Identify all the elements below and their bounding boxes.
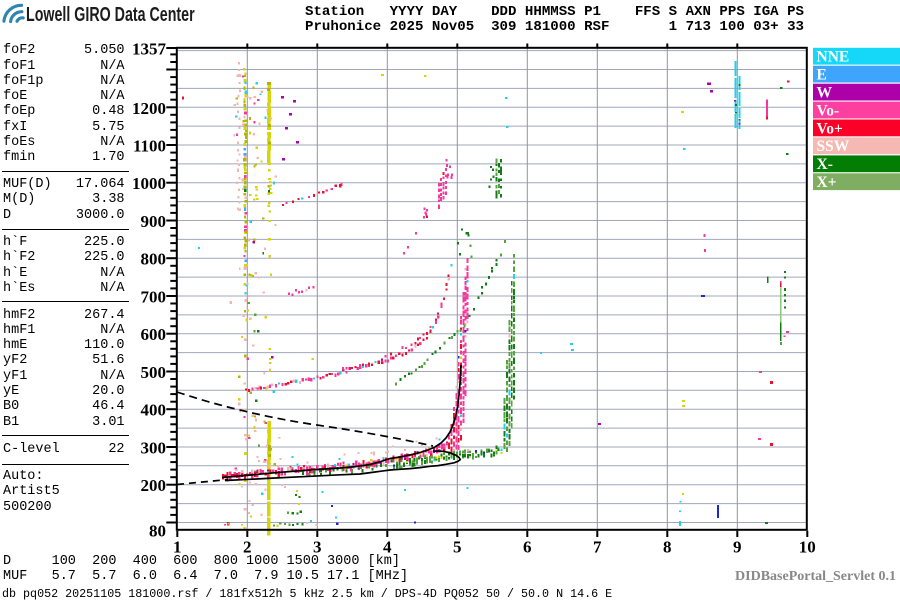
svg-text:1357: 1357 <box>132 40 167 59</box>
svg-text:1000: 1000 <box>132 174 166 193</box>
svg-text:800: 800 <box>141 250 167 269</box>
svg-text:600: 600 <box>141 325 167 344</box>
svg-text:200: 200 <box>141 476 167 495</box>
svg-text:E: E <box>817 67 827 84</box>
svg-text:500: 500 <box>141 363 167 382</box>
svg-text:7: 7 <box>593 538 602 557</box>
svg-text:1100: 1100 <box>133 137 166 156</box>
svg-text:Vo+: Vo+ <box>817 120 844 137</box>
svg-text:SSW: SSW <box>817 138 850 155</box>
svg-text:4: 4 <box>383 538 392 557</box>
svg-text:6: 6 <box>523 538 532 557</box>
svg-text:3: 3 <box>313 538 322 557</box>
svg-text:2: 2 <box>243 538 252 557</box>
svg-text:W: W <box>817 85 833 102</box>
svg-text:X+: X+ <box>817 174 837 191</box>
svg-text:9: 9 <box>733 538 742 557</box>
svg-text:NNE: NNE <box>817 49 850 66</box>
svg-text:300: 300 <box>141 439 167 458</box>
svg-text:8: 8 <box>663 538 672 557</box>
svg-text:80: 80 <box>149 522 166 541</box>
svg-text:X-: X- <box>817 156 833 173</box>
svg-text:700: 700 <box>141 288 167 307</box>
svg-text:Vo-: Vo- <box>817 102 840 119</box>
svg-text:1200: 1200 <box>132 99 166 118</box>
svg-text:900: 900 <box>141 212 167 231</box>
svg-text:1: 1 <box>173 538 182 557</box>
svg-text:10: 10 <box>799 538 816 557</box>
svg-text:400: 400 <box>141 401 167 420</box>
svg-text:5: 5 <box>453 538 462 557</box>
